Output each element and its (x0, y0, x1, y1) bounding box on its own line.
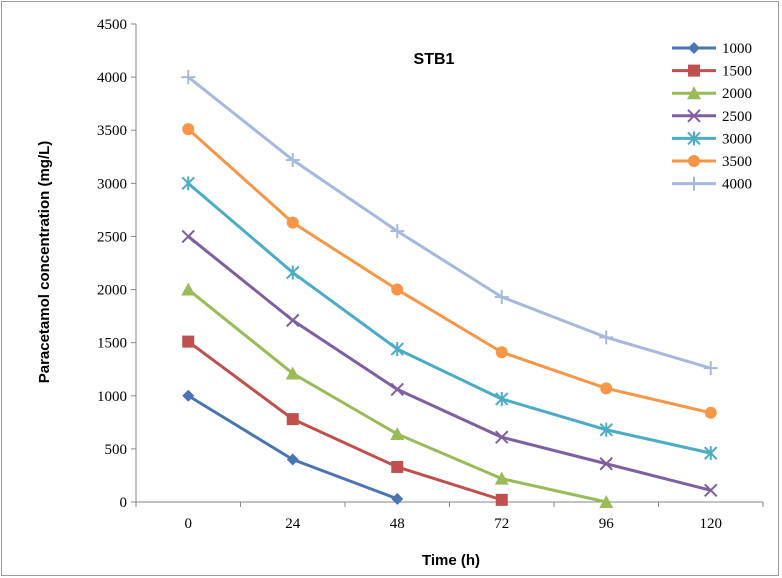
series-1500 (182, 335, 508, 506)
legend-marker (687, 176, 701, 191)
data-point (495, 391, 509, 406)
x-tick-label: 96 (599, 516, 615, 532)
data-point (286, 453, 299, 466)
legend-marker (688, 42, 700, 54)
series-1000 (182, 389, 404, 505)
data-point (494, 471, 509, 485)
data-point (182, 335, 195, 348)
x-tick-label: 48 (390, 516, 405, 532)
data-point (286, 265, 300, 280)
x-tick-label: 120 (700, 516, 723, 532)
x-tick-label: 72 (494, 516, 509, 532)
series-line-2500 (187, 235, 712, 492)
legend: 1000 1500 2000 2500 3000 3500 4000 (672, 41, 752, 193)
data-point (599, 495, 614, 508)
y-tick-label: 1500 (97, 336, 127, 352)
data-point (703, 361, 718, 376)
legend-label: 1500 (722, 64, 752, 80)
series-3500 (182, 123, 717, 419)
legend-label: 3500 (722, 154, 752, 170)
legend-label: 2500 (722, 109, 752, 125)
legend-marker (688, 155, 700, 167)
data-point (390, 224, 405, 239)
data-point (286, 216, 299, 229)
y-tick-label: 1000 (97, 389, 127, 405)
series-4000 (181, 70, 718, 376)
data-point (599, 457, 613, 471)
data-point (494, 289, 509, 304)
legend-item-4000: 4000 (672, 176, 752, 193)
y-tick-label: 500 (105, 442, 128, 458)
data-point (286, 413, 299, 426)
series-line-1000 (187, 394, 398, 501)
data-point (599, 330, 614, 345)
data-point (495, 430, 509, 444)
y-tick-label: 4500 (97, 17, 127, 33)
data-point (390, 342, 404, 357)
y-tick-labels: 0 500 1000 1500 2000 2500 3000 3500 4000 4500 (97, 17, 127, 511)
data-point (285, 366, 300, 380)
legend-marker (688, 64, 700, 77)
series-line-1500 (187, 340, 503, 502)
data-point (704, 446, 718, 461)
legend-marker (687, 86, 701, 100)
x-tick-label: 24 (285, 516, 301, 532)
legend-item-3000: 3000 (672, 131, 752, 147)
data-point (390, 382, 404, 397)
series-line-3500 (187, 128, 712, 415)
x-tick-labels: 0 24 48 72 96 120 (185, 516, 723, 532)
data-point (704, 483, 718, 498)
data-point (391, 460, 404, 473)
legend-item-1500: 1500 (672, 64, 752, 80)
y-tick-label: 3000 (97, 176, 127, 192)
data-point (182, 389, 195, 402)
series-line-3000 (187, 182, 712, 455)
data-point (285, 152, 300, 167)
x-tick-label: 0 (185, 516, 193, 532)
axes (131, 23, 764, 507)
y-tick-label: 3500 (97, 123, 127, 139)
data-point (181, 176, 195, 191)
y-axis-title: Paracetamol concentration (mg/L) (36, 141, 53, 384)
y-tick-label: 0 (120, 495, 128, 511)
x-axis-title: Time (h) (422, 552, 480, 569)
data-point (181, 282, 196, 296)
y-tick-label: 2500 (97, 229, 127, 245)
legend-label: 1000 (722, 41, 752, 57)
legend-marker (687, 109, 701, 123)
data-point (286, 313, 300, 328)
data-point (181, 229, 195, 244)
data-point (391, 283, 404, 296)
legend-label: 4000 (722, 177, 752, 193)
legend-item-1000: 1000 (672, 41, 752, 57)
data-point (495, 346, 508, 359)
data-point (182, 123, 195, 136)
series-3000 (181, 176, 718, 461)
legend-label: 2000 (722, 86, 752, 102)
series-2000 (181, 282, 614, 508)
chart-title: STB1 (414, 51, 455, 68)
data-point (600, 382, 613, 395)
legend-item-2000: 2000 (672, 86, 752, 102)
legend-marker (687, 131, 701, 146)
series-2500 (181, 229, 718, 498)
data-point (495, 493, 508, 506)
series-layer (181, 70, 718, 508)
legend-label: 3000 (722, 131, 752, 147)
y-tick-label: 4000 (97, 70, 127, 86)
data-point (704, 406, 717, 419)
data-point (181, 70, 196, 85)
data-point (599, 422, 613, 437)
data-point (391, 492, 404, 505)
y-tick-label: 2000 (97, 283, 127, 299)
legend-item-2500: 2500 (672, 109, 752, 125)
data-point (390, 427, 405, 441)
series-line-4000 (187, 75, 712, 370)
legend-item-3500: 3500 (672, 154, 752, 170)
